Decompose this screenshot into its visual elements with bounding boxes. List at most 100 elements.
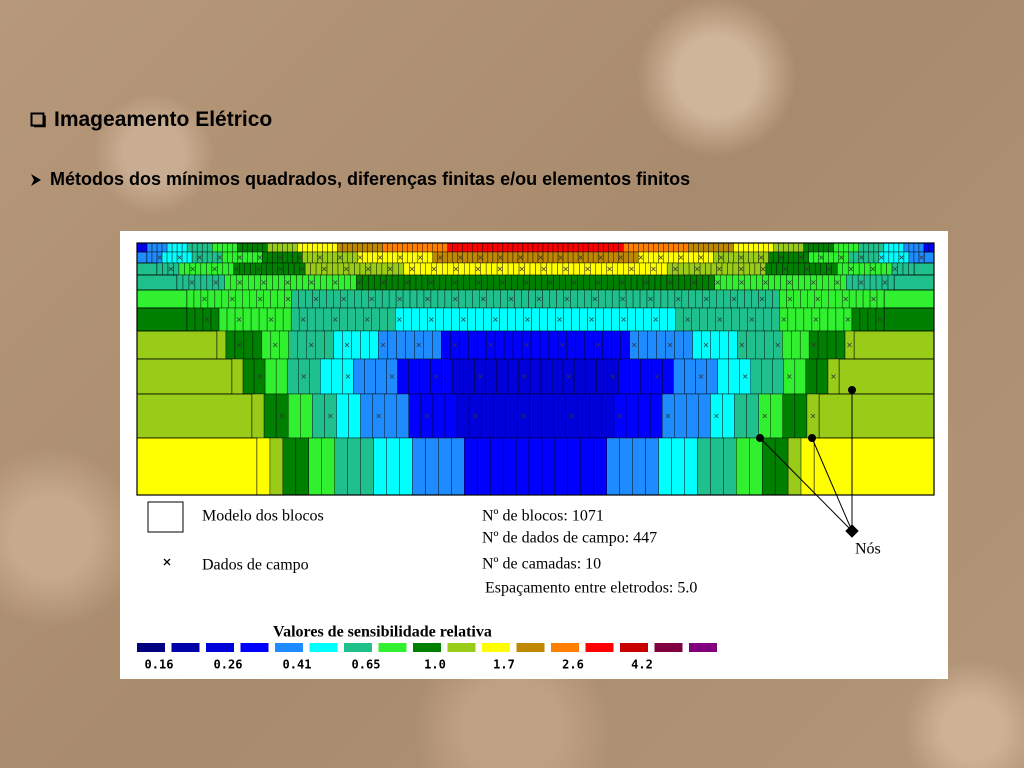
block xyxy=(447,242,453,253)
block xyxy=(528,289,536,309)
block xyxy=(362,251,368,264)
block xyxy=(743,242,749,253)
block xyxy=(793,289,801,309)
block xyxy=(688,251,694,264)
block xyxy=(491,262,498,276)
block xyxy=(720,274,727,291)
data-cross xyxy=(500,280,505,285)
block xyxy=(136,437,258,496)
block xyxy=(249,289,257,309)
block xyxy=(332,242,338,253)
data-cross xyxy=(834,280,840,285)
block xyxy=(507,358,520,395)
block xyxy=(656,330,666,360)
block xyxy=(628,242,634,253)
block xyxy=(658,242,664,253)
block xyxy=(499,307,508,332)
block xyxy=(739,307,749,332)
block xyxy=(589,393,603,439)
block xyxy=(653,242,659,253)
block xyxy=(513,262,520,276)
block xyxy=(579,262,586,276)
data-cross xyxy=(758,255,764,260)
block xyxy=(503,330,514,360)
block xyxy=(908,262,915,276)
block xyxy=(433,274,441,291)
data-cross xyxy=(279,413,285,419)
data-cross xyxy=(585,266,590,272)
data-cross xyxy=(569,413,574,419)
block xyxy=(379,307,388,332)
block xyxy=(355,307,364,332)
block xyxy=(554,437,569,496)
block xyxy=(579,307,588,332)
block xyxy=(684,437,698,496)
block xyxy=(371,307,380,332)
block xyxy=(577,289,585,309)
block xyxy=(512,251,519,264)
block xyxy=(370,262,377,276)
block xyxy=(598,289,606,309)
data-cross xyxy=(337,255,343,260)
block xyxy=(601,262,608,276)
data-cross xyxy=(811,280,816,285)
block xyxy=(387,242,393,253)
block xyxy=(297,242,303,253)
block xyxy=(463,262,470,276)
block xyxy=(364,358,376,395)
block xyxy=(464,437,478,496)
data-cross xyxy=(695,266,700,272)
scale-swatch xyxy=(413,643,441,652)
data-cross xyxy=(762,413,767,419)
block xyxy=(763,242,769,253)
block xyxy=(840,274,847,291)
block xyxy=(427,251,433,264)
block xyxy=(602,242,609,253)
block xyxy=(407,251,413,264)
block xyxy=(551,358,564,395)
block xyxy=(211,242,218,253)
block xyxy=(529,262,536,276)
data-cross xyxy=(168,266,173,272)
block xyxy=(252,330,263,360)
block xyxy=(353,358,365,395)
scale-swatch xyxy=(482,643,510,652)
block xyxy=(723,251,729,264)
data-cross xyxy=(365,317,370,322)
data-cross xyxy=(643,280,649,285)
block xyxy=(587,242,594,253)
block xyxy=(505,274,512,291)
block xyxy=(851,274,859,291)
nodes-label: Nós xyxy=(855,541,881,558)
block xyxy=(913,242,920,253)
block xyxy=(928,242,935,253)
block xyxy=(381,289,390,309)
block xyxy=(350,274,357,291)
block xyxy=(539,330,550,360)
block xyxy=(774,437,789,496)
legend-cross xyxy=(163,558,171,566)
block xyxy=(505,393,518,439)
block xyxy=(247,251,253,264)
block xyxy=(181,251,188,264)
block xyxy=(392,251,398,264)
block xyxy=(668,251,674,264)
data-cross xyxy=(301,374,306,379)
block xyxy=(606,437,620,496)
block xyxy=(869,274,877,291)
data-cross xyxy=(380,342,386,348)
data-cross xyxy=(217,255,222,260)
block xyxy=(768,251,774,264)
data-cross xyxy=(667,280,673,285)
block xyxy=(908,242,915,253)
block xyxy=(653,289,662,309)
block xyxy=(327,242,333,253)
block xyxy=(705,262,712,276)
data-cross xyxy=(212,266,217,272)
block xyxy=(250,307,260,332)
block xyxy=(686,393,699,439)
block xyxy=(272,251,278,264)
legend-text: Dados de campo xyxy=(202,557,309,574)
data-cross xyxy=(300,266,305,272)
block xyxy=(206,242,213,253)
